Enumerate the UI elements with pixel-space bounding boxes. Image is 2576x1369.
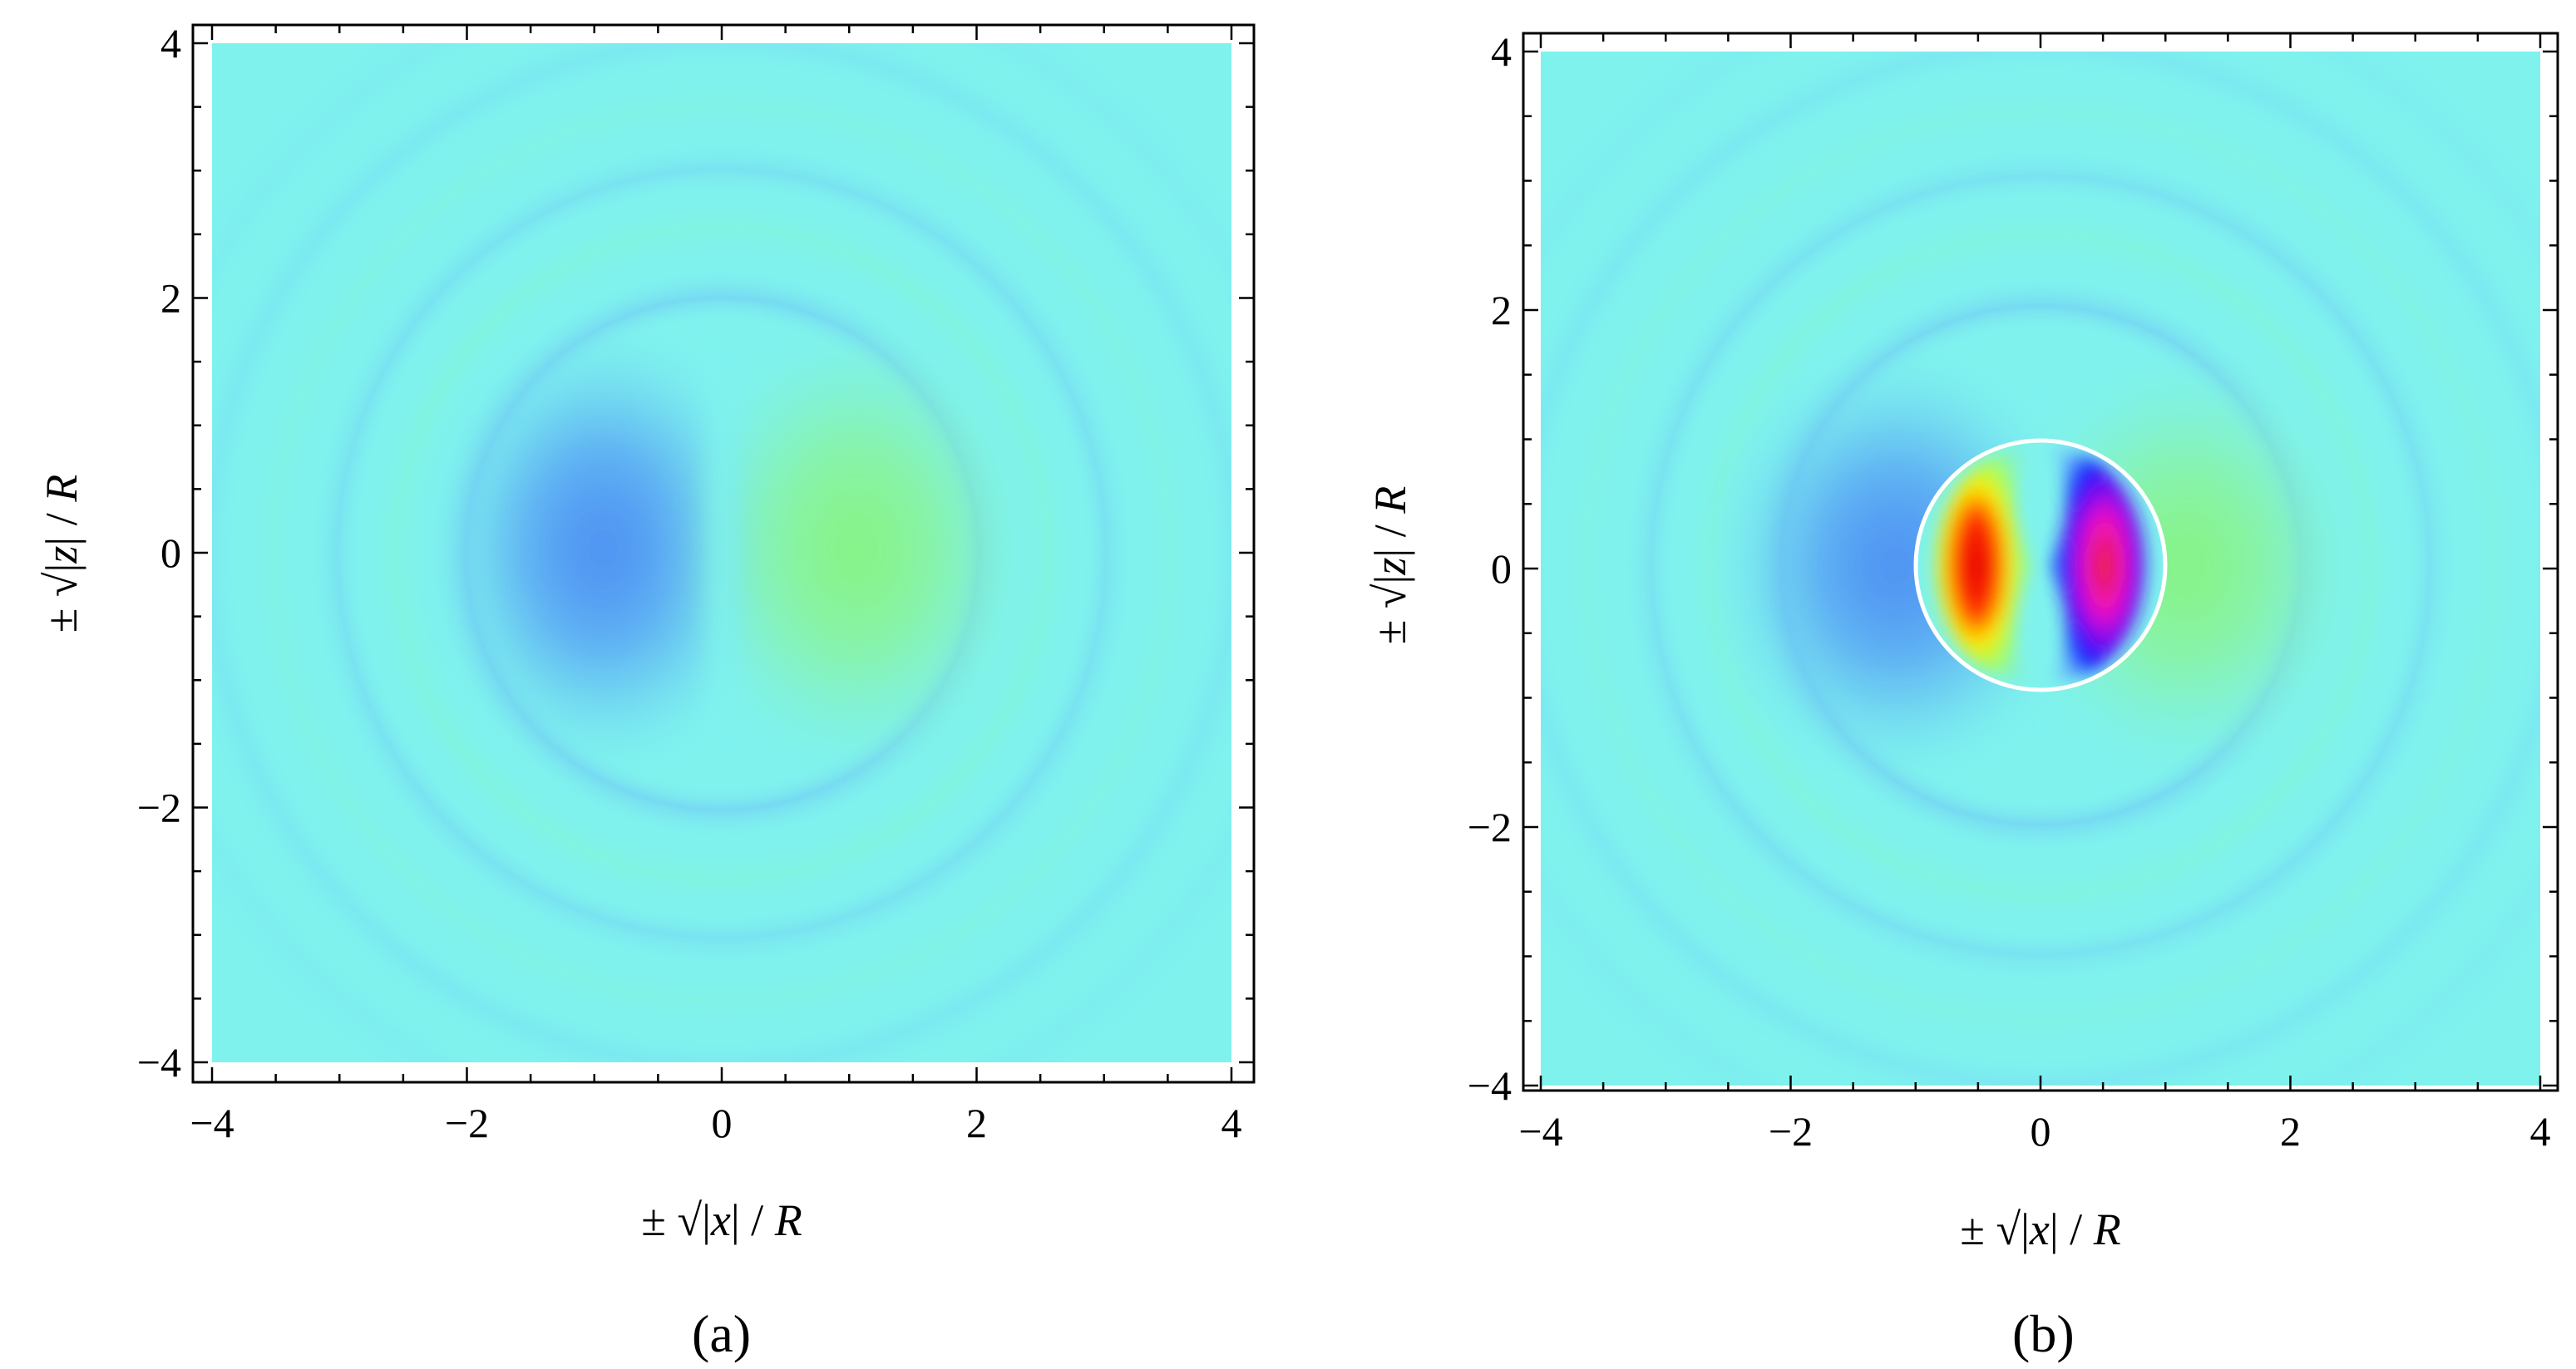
panel-b: −4 −2 0 2 4 −4 −2 0 2 4 ± √|x| / R ± √|z| / R bbox=[1365, 28, 2559, 1254]
panel-label-b: (b) bbox=[2012, 1304, 2075, 1363]
y-tick-label: −2 bbox=[137, 785, 181, 831]
panel-a: −4 −2 0 2 4 −4 −2 0 2 4 ± √|x| / R ± √|z| / R bbox=[37, 20, 1256, 1245]
y-tick-label: −2 bbox=[1468, 804, 1512, 850]
x-tick-label: 4 bbox=[1221, 1100, 1242, 1146]
x-axis-label-a: ± √|x| / R bbox=[641, 1195, 802, 1245]
y-tick-label: 4 bbox=[160, 20, 181, 66]
x-tick-label: 2 bbox=[2280, 1108, 2301, 1155]
x-tick-label: 0 bbox=[712, 1100, 733, 1146]
y-tick-label: 0 bbox=[1491, 545, 1512, 592]
y-tick-label: 4 bbox=[1491, 28, 1512, 75]
heatmap-a bbox=[212, 43, 1231, 1062]
y-tick-label: 2 bbox=[160, 275, 181, 322]
heatmap-b bbox=[1541, 52, 2540, 1086]
x-tick-label: −4 bbox=[1518, 1108, 1562, 1155]
x-tick-label: −2 bbox=[1769, 1108, 1813, 1155]
x-tick-label: 2 bbox=[966, 1100, 987, 1146]
axes-a: −4 −2 0 2 4 −4 −2 0 2 4 bbox=[137, 20, 1254, 1146]
y-axis-label-a: ± √|z| / R bbox=[37, 475, 86, 633]
y-tick-label: 2 bbox=[1491, 287, 1512, 333]
y-tick-label: −4 bbox=[137, 1039, 181, 1086]
x-tick-label: −2 bbox=[445, 1100, 489, 1146]
x-tick-label: 0 bbox=[2031, 1108, 2051, 1155]
x-axis-label-b: ± √|x| / R bbox=[1960, 1204, 2120, 1254]
axes-b: −4 −2 0 2 4 −4 −2 0 2 4 bbox=[1468, 28, 2558, 1155]
sphere-interior bbox=[1916, 441, 2165, 690]
panel-label-a: (a) bbox=[692, 1304, 752, 1363]
x-tick-label: −4 bbox=[190, 1100, 234, 1146]
y-tick-label: 0 bbox=[160, 529, 181, 576]
y-tick-label: −4 bbox=[1468, 1062, 1512, 1109]
x-tick-label: 4 bbox=[2530, 1108, 2551, 1155]
y-axis-label-b: ± √|z| / R bbox=[1365, 486, 1415, 644]
sphere-outline bbox=[1913, 438, 2168, 692]
